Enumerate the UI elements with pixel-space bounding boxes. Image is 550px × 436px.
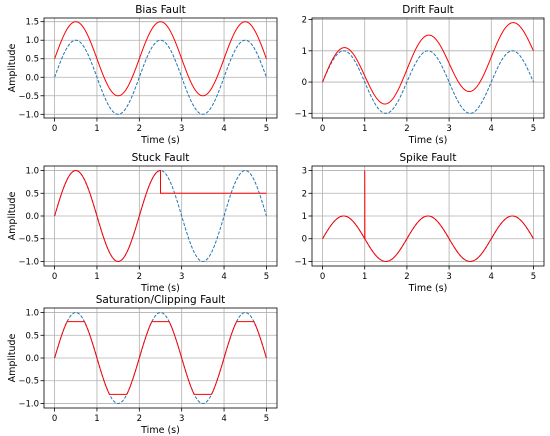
axes-frame	[43, 17, 278, 119]
y-tick-label: 1.0	[25, 36, 39, 46]
subplot-4: 0 1 2 3 4 5 −1 0 1 2 3 Spike Fault Time (s)	[294, 152, 545, 294]
x-axis-label: Time (s)	[140, 283, 180, 294]
y-tick-label: 0.0	[25, 212, 39, 222]
x-tick-label: 1	[94, 124, 99, 134]
x-tick-label: 4	[489, 272, 494, 282]
subplot-5: 0 1 2 3 4 5 −1.0 −0.5 0.0 0.5 1.0 Saturation/Clippi…	[7, 294, 278, 436]
y-tick-label: 1.0	[25, 309, 39, 319]
clean-signal-line	[54, 39, 267, 115]
x-tick-label: 3	[179, 414, 184, 424]
subplot-3: 0 1 2 3 4 5 −1.0 −0.5 0.0 0.5 1.0 Stuck Fault Time (…	[7, 152, 278, 294]
fault-signal-line	[54, 170, 267, 262]
subplot-1: 0 1 2 3 4 5 −1.0 −0.5 0.0 0.5 1.0 1.5 Bias Fault Time…	[7, 4, 278, 146]
y-tick-label: −1.0	[18, 257, 39, 267]
x-tick-label: 2	[137, 272, 142, 282]
y-tick-label: 0.0	[25, 354, 39, 364]
x-tick-label: 1	[94, 272, 99, 282]
x-tick-label: 0	[52, 414, 57, 424]
x-axis-label: Time (s)	[140, 135, 180, 146]
x-tick-label: 5	[264, 124, 269, 134]
y-tick-label: 0.0	[25, 73, 39, 83]
subplot-title: Bias Fault	[135, 4, 186, 16]
x-tick-label: 2	[137, 124, 142, 134]
x-tick-label: 4	[221, 414, 226, 424]
x-axis-label: Time (s)	[408, 135, 448, 146]
x-tick-label: 0	[52, 124, 57, 134]
subplot-title: Stuck Fault	[132, 152, 190, 164]
y-axis-label: Amplitude	[7, 192, 18, 241]
clean-signal-line	[322, 50, 534, 114]
subplot-2: 0 1 2 3 4 5 −1 0 1 2 Drift Fault Time (s)	[294, 4, 545, 146]
subplot-title: Drift Fault	[402, 4, 454, 16]
x-axis-label: Time (s)	[140, 425, 180, 436]
y-tick-label: 2	[302, 189, 307, 199]
y-tick-label: 0.5	[25, 189, 39, 199]
y-tick-label: 1	[302, 212, 307, 222]
x-tick-label: 5	[531, 272, 536, 282]
x-tick-label: 5	[264, 414, 269, 424]
y-tick-label: −0.5	[18, 92, 39, 102]
y-tick-label: 0	[302, 235, 307, 245]
x-tick-label: 1	[362, 272, 367, 282]
y-axis-label: Amplitude	[7, 334, 18, 383]
y-tick-label: 1	[302, 47, 307, 57]
y-tick-label: −1	[294, 109, 307, 119]
y-tick-label: −0.5	[18, 235, 39, 245]
y-tick-label: 2	[302, 16, 307, 26]
y-tick-label: −1.0	[18, 399, 39, 409]
x-tick-label: 3	[446, 124, 451, 134]
x-axis-label: Time (s)	[408, 283, 448, 294]
x-tick-label: 0	[320, 272, 325, 282]
y-tick-label: −0.5	[18, 377, 39, 387]
fault-signal-line	[54, 21, 267, 97]
x-tick-label: 5	[531, 124, 536, 134]
x-tick-label: 3	[446, 272, 451, 282]
y-tick-label: 3	[302, 167, 307, 177]
y-tick-label: 0.5	[25, 55, 39, 65]
x-tick-label: 5	[264, 272, 269, 282]
x-tick-label: 4	[221, 124, 226, 134]
x-tick-label: 0	[52, 272, 57, 282]
y-tick-label: 1.0	[25, 167, 39, 177]
axes-frame	[311, 17, 545, 119]
x-tick-label: 1	[362, 124, 367, 134]
fault-signal-line	[54, 321, 267, 395]
x-tick-label: 3	[179, 124, 184, 134]
fault-signal-line	[322, 22, 534, 105]
y-tick-label: 0	[302, 78, 307, 88]
y-axis-label: Amplitude	[7, 44, 18, 93]
x-tick-label: 4	[221, 272, 226, 282]
subplot-title: Spike Fault	[400, 152, 457, 164]
x-tick-label: 3	[179, 272, 184, 282]
fault-signal-line	[322, 170, 534, 262]
y-tick-label: 0.5	[25, 331, 39, 341]
subplot-title: Saturation/Clipping Fault	[96, 294, 226, 306]
y-tick-label: −1	[294, 257, 307, 267]
x-tick-label: 2	[404, 124, 409, 134]
x-tick-label: 1	[94, 414, 99, 424]
x-tick-label: 0	[320, 124, 325, 134]
x-tick-label: 4	[489, 124, 494, 134]
x-tick-label: 2	[137, 414, 142, 424]
y-tick-label: −1.0	[18, 110, 39, 120]
x-tick-label: 2	[404, 272, 409, 282]
y-tick-label: 1.5	[25, 18, 39, 28]
